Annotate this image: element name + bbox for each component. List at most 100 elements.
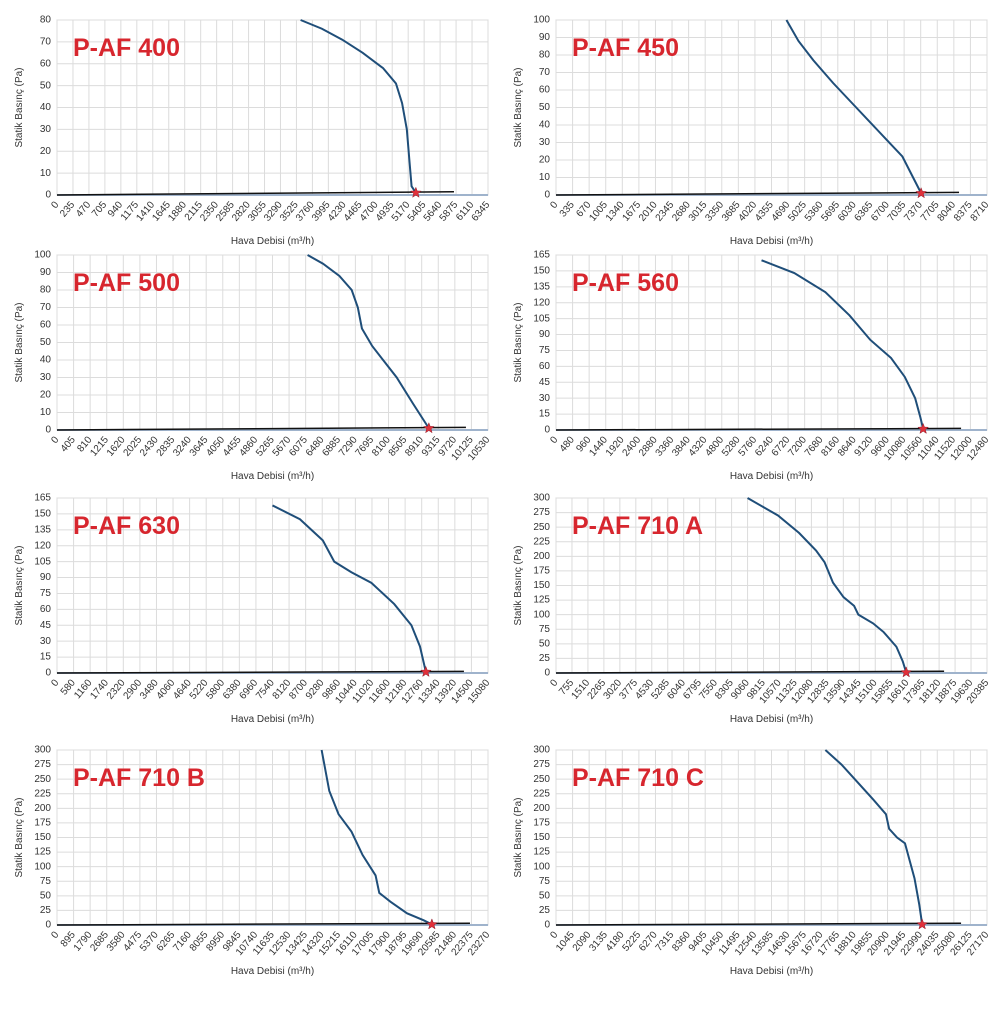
y-tick-label: 135 xyxy=(34,524,51,535)
y-tick-label: 165 xyxy=(533,250,550,261)
y-tick-label: 30 xyxy=(40,372,52,383)
y-tick-label: 80 xyxy=(40,15,52,26)
y-tick-label: 0 xyxy=(544,425,550,436)
y-axis-label: Statik Basınç (Pa) xyxy=(513,797,524,877)
y-tick-label: 300 xyxy=(533,493,550,504)
y-tick-label: 200 xyxy=(533,803,550,814)
operating-point xyxy=(425,918,438,930)
y-tick-label: 100 xyxy=(34,861,51,872)
y-tick-label: 75 xyxy=(40,588,52,599)
y-tick-label: 75 xyxy=(539,345,551,356)
x-tick-label: 0 xyxy=(49,677,61,689)
x-axis-label: Hava Debisi (m³/h) xyxy=(231,471,314,482)
y-tick-label: 150 xyxy=(533,580,550,591)
y-tick-label: 75 xyxy=(539,624,551,635)
x-axis-label: Hava Debisi (m³/h) xyxy=(231,714,314,725)
y-tick-label: 70 xyxy=(40,302,52,313)
y-tick-label: 30 xyxy=(40,636,52,647)
y-tick-label: 30 xyxy=(539,393,551,404)
y-tick-label: 100 xyxy=(533,609,550,620)
y-tick-label: 120 xyxy=(533,297,550,308)
y-tick-label: 50 xyxy=(40,890,52,901)
x-tick-label: 0 xyxy=(548,434,560,446)
chart-title: P-AF 560 xyxy=(572,269,679,297)
y-tick-label: 225 xyxy=(533,788,550,799)
x-tick-label: 705 xyxy=(90,199,109,219)
data-line xyxy=(56,670,464,674)
y-tick-label: 20 xyxy=(40,146,52,157)
data-line xyxy=(761,259,925,430)
chart-title: P-AF 500 xyxy=(73,269,180,297)
y-tick-label: 250 xyxy=(533,522,550,533)
y-tick-label: 300 xyxy=(34,745,51,756)
x-tick-label: 0 xyxy=(49,929,61,941)
panel: 0480960144019202400288033603840432048005… xyxy=(513,250,992,482)
y-tick-label: 0 xyxy=(544,920,550,931)
y-tick-label: 150 xyxy=(533,266,550,277)
y-tick-label: 175 xyxy=(34,818,51,829)
y-tick-label: 100 xyxy=(533,15,550,26)
y-tick-label: 60 xyxy=(539,361,551,372)
y-axis-label: Statik Basınç (Pa) xyxy=(14,67,25,147)
y-tick-label: 0 xyxy=(544,668,550,679)
x-tick-label: 0 xyxy=(548,929,560,941)
y-tick-label: 75 xyxy=(40,876,52,887)
data-line xyxy=(320,749,433,926)
chart-title: P-AF 710 A xyxy=(572,512,703,540)
y-axis-label: Statik Basınç (Pa) xyxy=(513,545,524,625)
y-tick-label: 60 xyxy=(539,85,551,96)
y-tick-label: 100 xyxy=(34,250,51,261)
x-tick-label: 405 xyxy=(59,434,78,454)
operating-point xyxy=(419,665,432,677)
panel: 0104520903135418052256270731583609405104… xyxy=(513,745,992,977)
chart-title: P-AF 710 C xyxy=(572,764,704,792)
y-tick-label: 150 xyxy=(34,509,51,520)
y-tick-label: 70 xyxy=(40,37,52,48)
y-tick-label: 75 xyxy=(539,876,551,887)
y-tick-label: 90 xyxy=(539,329,551,340)
y-tick-label: 125 xyxy=(533,595,550,606)
y-tick-label: 165 xyxy=(34,493,51,504)
y-tick-label: 225 xyxy=(533,536,550,547)
chart-title: P-AF 630 xyxy=(73,512,180,540)
panel: 0895179026853580447553706265716080558950… xyxy=(14,745,493,977)
y-tick-label: 40 xyxy=(40,102,52,113)
x-tick-label: 0 xyxy=(548,199,560,211)
operating-point xyxy=(915,187,928,199)
panel: 0580116017402320290034804060464052205800… xyxy=(14,493,493,725)
y-tick-label: 105 xyxy=(34,556,51,567)
y-axis-label: Statik Basınç (Pa) xyxy=(14,302,25,382)
operating-point xyxy=(917,422,930,434)
x-tick-label: 335 xyxy=(558,199,577,219)
y-tick-label: 60 xyxy=(40,320,52,331)
y-tick-label: 45 xyxy=(539,377,551,388)
y-tick-label: 50 xyxy=(539,638,551,649)
y-tick-label: 275 xyxy=(533,759,550,770)
x-axis-label: Hava Debisi (m³/h) xyxy=(730,714,813,725)
y-tick-label: 25 xyxy=(539,653,551,664)
panel: 0335670100513401675201023452680301533503… xyxy=(513,15,992,247)
y-axis-label: Statik Basınç (Pa) xyxy=(513,67,524,147)
y-tick-label: 275 xyxy=(533,507,550,518)
y-tick-label: 20 xyxy=(539,155,551,166)
y-tick-label: 50 xyxy=(40,80,52,91)
panel: 0755151022653020377545305285604067957550… xyxy=(513,493,992,725)
data-line xyxy=(555,191,960,196)
data-line xyxy=(300,19,417,194)
y-tick-label: 15 xyxy=(40,652,52,663)
x-axis-label: Hava Debisi (m³/h) xyxy=(730,236,813,247)
y-tick-label: 80 xyxy=(539,50,551,61)
y-tick-label: 150 xyxy=(34,832,51,843)
y-tick-label: 0 xyxy=(45,190,51,201)
y-tick-label: 225 xyxy=(34,788,51,799)
y-axis-label: Statik Basınç (Pa) xyxy=(14,545,25,625)
chart-title: P-AF 710 B xyxy=(73,764,205,792)
y-tick-label: 70 xyxy=(539,67,551,78)
y-tick-label: 125 xyxy=(34,847,51,858)
y-axis-label: Statik Basınç (Pa) xyxy=(14,797,25,877)
y-tick-label: 275 xyxy=(34,759,51,770)
y-tick-label: 150 xyxy=(533,832,550,843)
data-line xyxy=(56,190,454,196)
x-tick-label: 0 xyxy=(548,677,560,689)
